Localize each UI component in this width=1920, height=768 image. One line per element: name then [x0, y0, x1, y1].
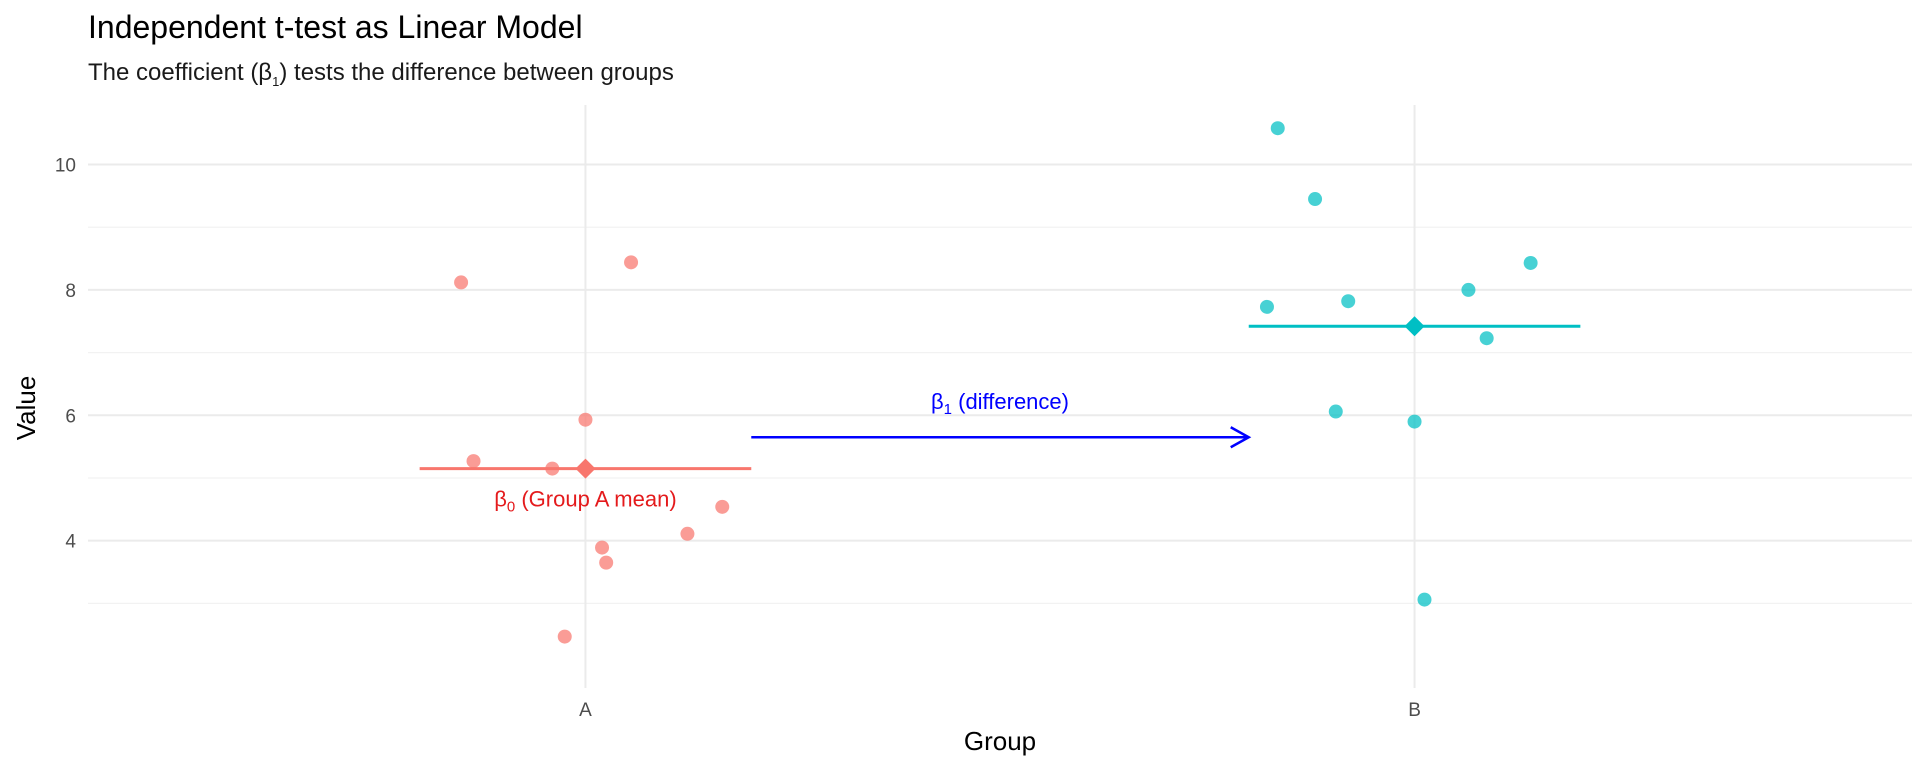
grid	[88, 105, 1912, 688]
data-point	[1341, 294, 1356, 309]
beta0-label: β0 (Group A mean)	[494, 487, 676, 516]
data-point	[454, 275, 469, 290]
data-point	[1328, 404, 1343, 419]
data-point	[545, 461, 560, 476]
data-point	[624, 255, 639, 270]
x-tick-label: A	[579, 700, 592, 721]
mean-diamond	[1404, 316, 1425, 337]
data-point	[599, 555, 614, 570]
data-point	[578, 412, 593, 427]
y-tick-label: 6	[65, 406, 76, 427]
beta1-arrow-head	[1230, 426, 1252, 449]
data-point	[1259, 299, 1274, 314]
x-tick-label: B	[1408, 700, 1421, 721]
subtitle-subscript: 1	[272, 74, 279, 89]
data-points	[454, 121, 1538, 644]
data-point	[595, 540, 610, 555]
data-point	[557, 629, 572, 644]
data-point	[1308, 192, 1323, 207]
x-axis-title: Group	[964, 726, 1036, 756]
y-tick-label: 10	[55, 156, 76, 177]
y-tick-label: 4	[65, 532, 76, 553]
mean-diamond	[575, 458, 596, 479]
data-point	[1523, 255, 1538, 270]
data-point	[1461, 282, 1476, 297]
beta1-label: β1 (difference)	[931, 389, 1069, 418]
chart-subtitle: The coefficient (β1) tests the differenc…	[88, 59, 674, 89]
chart-title: Independent t-test as Linear Model	[88, 9, 583, 45]
data-point	[466, 454, 481, 469]
y-tick-labels: 4 6 8 10	[55, 156, 77, 553]
data-point	[1407, 414, 1422, 429]
data-point	[715, 499, 730, 514]
data-point	[1479, 331, 1494, 346]
data-point	[1270, 121, 1285, 136]
data-point	[1417, 592, 1432, 607]
data-point	[680, 526, 695, 541]
y-tick-label: 8	[65, 281, 76, 302]
annotations: β1 (difference) β0 (Group A mean)	[494, 389, 1252, 516]
y-axis-title: Value	[11, 376, 41, 441]
